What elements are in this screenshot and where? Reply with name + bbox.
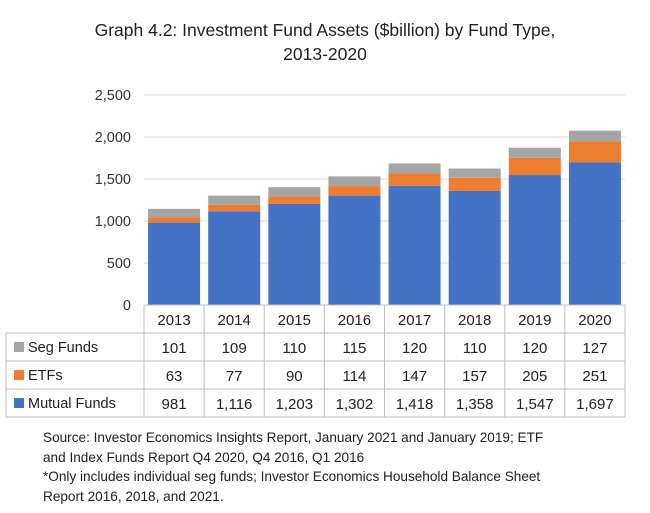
data-label: 101 bbox=[162, 340, 187, 357]
bar-seg-funds bbox=[568, 130, 621, 142]
data-label: 127 bbox=[582, 340, 607, 357]
data-label: 1,547 bbox=[516, 396, 554, 413]
bar-mutual-funds bbox=[568, 162, 621, 305]
bar-etfs bbox=[268, 196, 321, 204]
y-tick-label: 1,000 bbox=[95, 214, 131, 230]
data-label: 157 bbox=[462, 368, 487, 385]
y-tick-label: 2,500 bbox=[95, 88, 131, 104]
legend-swatch bbox=[14, 398, 24, 408]
y-tick-label: 500 bbox=[107, 256, 131, 272]
bar-mutual-funds bbox=[388, 185, 441, 305]
bar-mutual-funds bbox=[328, 195, 381, 305]
bar-etfs bbox=[208, 204, 261, 212]
legend-label: ETFs bbox=[28, 368, 63, 384]
data-label: 981 bbox=[162, 396, 187, 413]
chart-title-years: 2013-2020 bbox=[283, 44, 367, 64]
legend-swatch bbox=[14, 342, 24, 352]
bar-etfs bbox=[568, 141, 621, 163]
bar-mutual-funds bbox=[208, 211, 261, 305]
bar-seg-funds bbox=[388, 163, 441, 174]
data-label: 109 bbox=[222, 340, 247, 357]
legend-swatch bbox=[14, 370, 24, 380]
x-category-label: 2020 bbox=[578, 312, 611, 329]
source-line: Report 2016, 2018, and 2021. bbox=[43, 488, 224, 504]
x-category-label: 2016 bbox=[338, 312, 371, 329]
data-label: 114 bbox=[342, 368, 366, 385]
bar-seg-funds bbox=[208, 195, 261, 205]
x-category-label: 2018 bbox=[458, 312, 491, 329]
legend-label: Seg Funds bbox=[28, 340, 98, 356]
source-line: *Only includes individual seg funds; Inv… bbox=[43, 469, 541, 484]
bar-mutual-funds bbox=[268, 203, 321, 305]
bar-mutual-funds bbox=[448, 190, 501, 305]
source-line: Source: Investor Economics Insights Repo… bbox=[43, 430, 544, 445]
data-label: 63 bbox=[166, 368, 183, 385]
data-label: 1,418 bbox=[396, 396, 434, 413]
x-category-label: 2019 bbox=[518, 312, 551, 329]
bar-seg-funds bbox=[148, 208, 201, 218]
source-line: and Index Funds Report Q4 2020, Q4 2016,… bbox=[43, 449, 365, 465]
legend-label: Mutual Funds bbox=[28, 396, 116, 412]
data-label: 251 bbox=[582, 368, 607, 385]
bar-seg-funds bbox=[448, 168, 501, 178]
data-label: 1,302 bbox=[336, 396, 374, 413]
data-label: 120 bbox=[522, 340, 547, 357]
y-axis-ticks: 0 500 1,000 1,500 2,000 2,500 bbox=[95, 88, 131, 314]
x-category-label: 2017 bbox=[398, 312, 431, 329]
bar-seg-funds bbox=[268, 187, 321, 197]
bar-etfs bbox=[388, 173, 441, 186]
bar-seg-funds bbox=[328, 176, 381, 187]
bar-etfs bbox=[328, 186, 381, 196]
bar-etfs bbox=[448, 177, 501, 191]
bar-etfs bbox=[148, 217, 201, 223]
y-tick-label: 0 bbox=[123, 298, 131, 314]
data-label: 115 bbox=[342, 340, 366, 357]
bar-etfs bbox=[508, 157, 561, 176]
data-label: 1,116 bbox=[216, 396, 252, 413]
data-label: 77 bbox=[226, 368, 243, 385]
data-label: 120 bbox=[402, 340, 427, 357]
bar-seg-funds bbox=[508, 147, 561, 158]
data-label: 90 bbox=[286, 368, 303, 385]
y-tick-label: 2,000 bbox=[95, 130, 131, 146]
data-label: 110 bbox=[282, 340, 306, 357]
data-label: 205 bbox=[522, 368, 547, 385]
y-tick-label: 1,500 bbox=[95, 172, 131, 188]
data-label: 110 bbox=[463, 340, 487, 357]
data-label: 1,697 bbox=[576, 396, 614, 413]
x-category-label: 2013 bbox=[157, 312, 190, 329]
x-category-label: 2015 bbox=[278, 312, 311, 329]
data-label: 1,203 bbox=[276, 396, 314, 413]
data-label: 147 bbox=[402, 368, 427, 385]
bars bbox=[148, 130, 621, 305]
bar-mutual-funds bbox=[508, 175, 561, 305]
bar-mutual-funds bbox=[148, 222, 201, 305]
x-category-label: 2014 bbox=[218, 312, 251, 329]
chart-title: Graph 4.2: Investment Fund Assets ($bill… bbox=[94, 20, 556, 40]
data-label: 1,358 bbox=[456, 396, 494, 413]
source-notes: Source: Investor Economics Insights Repo… bbox=[43, 428, 643, 506]
data-table: 2013 2014 2015 2016 2017 2018 2019 2020 Seg Fund… bbox=[5, 304, 626, 418]
